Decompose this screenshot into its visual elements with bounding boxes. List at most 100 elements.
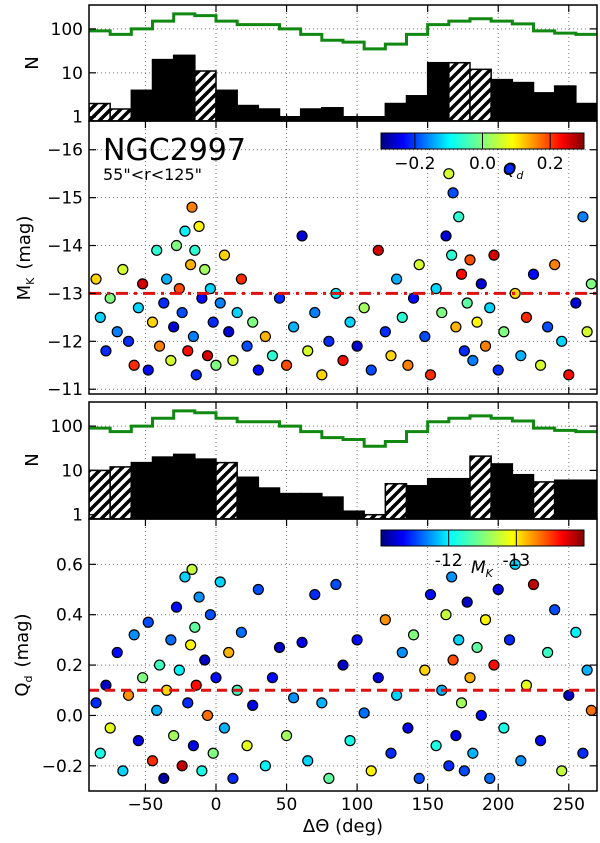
scatter-points-mk: [90, 163, 597, 381]
histogram-bar: [130, 461, 154, 519]
scatter-point: [252, 364, 264, 376]
scatter-point: [104, 292, 116, 304]
scatter-point: [151, 244, 163, 256]
scatter-point: [146, 755, 159, 767]
histogram-bar-hatched: [89, 102, 111, 121]
histogram-bar: [130, 89, 154, 121]
scatter-point: [471, 316, 483, 328]
colorbar-label-qd: Qd: [503, 160, 524, 182]
scatter-point: [424, 369, 437, 381]
scatter-point: [252, 583, 264, 596]
x-ticks: −50 0 50 100 150 200 250: [127, 5, 585, 815]
grid-4: [89, 519, 597, 791]
scatter-point: [153, 340, 166, 352]
histogram-bar: [511, 473, 535, 519]
y-tick-label: 10: [61, 64, 83, 84]
scatter-point: [173, 664, 185, 676]
scatter-point: [296, 230, 308, 242]
colorbar-ticks-mk: -12 -13: [435, 530, 530, 571]
scatter-point: [419, 330, 431, 343]
scatter-point: [117, 263, 129, 276]
scatter-point: [168, 729, 180, 742]
scatter-point: [379, 614, 391, 626]
scatter-point: [385, 350, 397, 362]
scatter-points-qd: [90, 558, 597, 785]
histogram-bar-hatched: [469, 68, 492, 121]
y-axis-label-qd: Qd(mag): [12, 613, 35, 696]
scatter-point: [176, 760, 188, 772]
scatter-point: [337, 354, 349, 367]
histogram-bar: [426, 61, 450, 121]
histogram-bar: [384, 102, 408, 121]
y-tick-label: 10: [61, 461, 83, 481]
scatter-point: [351, 340, 363, 352]
axes-frame-4: [88, 518, 598, 792]
y-axis-label-mk: MK(mag): [14, 216, 37, 301]
scatter-point: [577, 747, 589, 759]
scatter-point: [344, 735, 356, 747]
histogram-bar: [511, 81, 535, 121]
histogram-bar: [405, 95, 429, 121]
histogram-bar: [257, 108, 281, 121]
y-tick-label: −14: [47, 237, 83, 257]
scatter-point: [185, 639, 197, 651]
scatter-point: [443, 168, 455, 180]
scatter-point: [461, 596, 473, 608]
x-tick-label: 0: [211, 795, 222, 815]
histogram-bar: [532, 92, 556, 121]
scatter-point: [527, 578, 540, 591]
histogram-bar: [490, 78, 514, 121]
scatter-point: [94, 747, 106, 759]
scatter-point: [563, 369, 575, 381]
scatter-point: [396, 311, 408, 323]
scatter-point: [280, 359, 293, 371]
scatter-point: [122, 335, 135, 347]
colorbar-tick-label: 0.2: [537, 154, 564, 174]
histogram-bar: [215, 89, 238, 121]
scatter-point: [498, 326, 510, 338]
scatter-point: [302, 345, 314, 357]
scatter-point: [193, 220, 205, 232]
scatter-point: [214, 576, 226, 588]
scatter-point: [241, 740, 253, 752]
x-tick-label: 200: [482, 795, 514, 815]
scatter-point: [218, 249, 231, 261]
scatter-point: [453, 211, 465, 223]
scatter-point: [266, 350, 279, 362]
scatter-point: [199, 654, 211, 666]
scatter-point: [204, 283, 216, 295]
histogram-bar: [426, 477, 450, 519]
y-tick-label: −13: [47, 284, 83, 304]
scatter-point: [479, 340, 492, 352]
scatter-point: [379, 326, 391, 338]
histogram-bar-hatched: [384, 482, 408, 519]
y-ticks-4: −0.2 0.0 0.2 0.4 0.6: [42, 555, 597, 777]
scatter-point: [100, 345, 112, 357]
scatter-point: [187, 330, 200, 343]
scatter-point: [503, 634, 516, 646]
scatter-point: [498, 722, 510, 734]
scatter-point: [443, 760, 455, 772]
axes-frame-2: [88, 120, 598, 395]
scatter-point: [585, 278, 597, 290]
y-ticks-1: 1 10 100: [51, 20, 597, 128]
scatter-point: [455, 268, 468, 280]
scatter-point: [556, 335, 568, 347]
scatter-point: [467, 747, 479, 759]
scatter-point: [247, 699, 259, 711]
histogram-bar: [194, 458, 217, 519]
galaxy-title: NGC2997: [103, 133, 246, 168]
scatter-point: [365, 364, 377, 376]
histogram-bar-hatched: [89, 469, 111, 519]
scatter-point: [104, 722, 116, 734]
y-tick-label: 1: [72, 108, 83, 128]
scatter-point: [447, 187, 459, 199]
histogram-bar: [490, 463, 514, 519]
scatter-point: [266, 672, 279, 684]
histogram-bar: [448, 477, 471, 519]
scatter-point: [372, 244, 384, 256]
scatter-point: [585, 704, 597, 717]
histogram-bar: [172, 54, 196, 121]
scatter-point: [186, 201, 198, 213]
scatter-point: [424, 588, 437, 601]
